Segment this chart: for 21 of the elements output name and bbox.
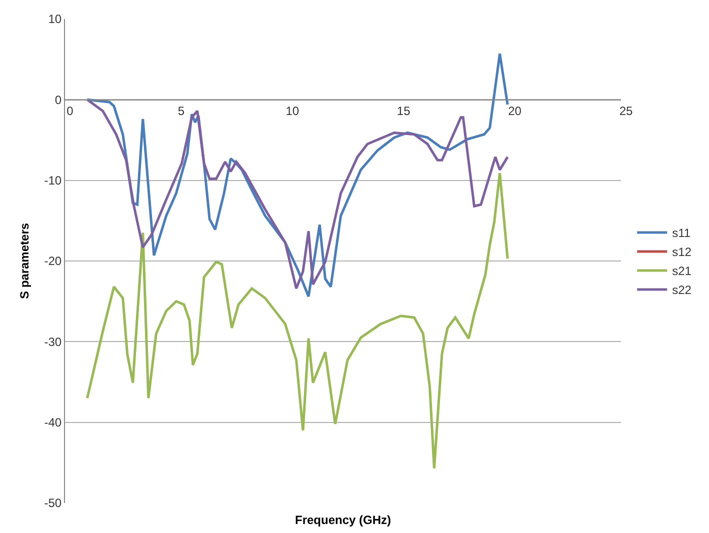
line-series	[86, 98, 509, 290]
x-tick-label: 15	[396, 104, 411, 118]
y-tick-label: -10	[44, 174, 62, 188]
y-tick-label: -20	[44, 254, 62, 268]
y-tick-label: -50	[44, 496, 62, 510]
legend-label: s12	[672, 245, 692, 260]
y-tick-label: 0	[54, 92, 62, 107]
x-tick-label: 20	[508, 104, 522, 118]
x-axis-title: Frequency (GHz)	[295, 513, 392, 527]
legend-label: s21	[672, 264, 692, 278]
x-tick-label: 0	[66, 104, 74, 118]
y-tick-label: -30	[44, 334, 62, 349]
y-axis-title: S parameters	[18, 222, 32, 300]
y-tick-label: 10	[48, 12, 62, 26]
legend-label: s11	[672, 226, 691, 240]
x-tick-label: 25	[619, 104, 633, 118]
y-tick-label: -40	[44, 416, 62, 430]
line-series	[86, 172, 509, 470]
legend-label: s22	[672, 283, 692, 298]
x-tick-label: 10	[286, 104, 300, 118]
x-tick-label: 5	[178, 104, 185, 118]
